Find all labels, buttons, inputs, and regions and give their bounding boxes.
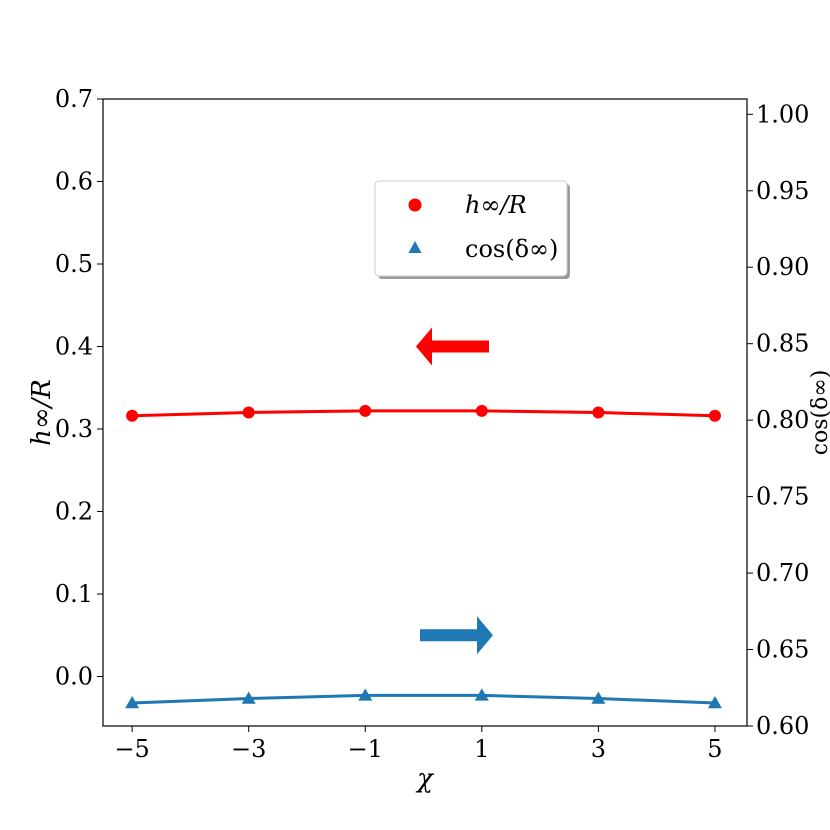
data-point [708, 409, 721, 422]
x-tick-label: −5 [114, 735, 149, 763]
data-point [474, 688, 489, 701]
legend-marker-circle [408, 198, 422, 212]
x-tick-label: 3 [591, 735, 606, 763]
data-point [126, 409, 139, 422]
left-y-tick-label: 0.5 [55, 250, 93, 278]
left-y-tick-label: 0.1 [55, 580, 93, 608]
right-y-axis-label: cos(δ∞) [808, 370, 830, 456]
right-y-tick-label: 0.90 [756, 253, 809, 281]
left-y-tick-label: 0.4 [55, 333, 93, 361]
left-arrow-annotation [416, 327, 489, 366]
legend-marker-triangle [408, 241, 422, 253]
data-point [241, 691, 256, 704]
right-y-tick-label: 0.95 [756, 177, 809, 205]
right-y-tick-label: 0.65 [756, 636, 809, 664]
x-tick-label: 1 [474, 735, 489, 763]
data-point [359, 404, 372, 417]
series-line [132, 409, 715, 418]
x-tick-label: −1 [348, 735, 383, 763]
legend-label-cos: cos(δ∞) [465, 235, 558, 263]
right-y-tick-label: 0.80 [756, 406, 809, 434]
left-y-axis-label: h∞/R [27, 379, 57, 446]
plot-frame [102, 98, 748, 727]
series-line [132, 693, 716, 705]
left-y-tick-label: 0.0 [55, 663, 93, 691]
right-y-tick-label: 0.60 [756, 712, 809, 740]
legend: h∞/R cos(δ∞) [374, 180, 570, 279]
left-y-tick-label: 0.2 [55, 498, 93, 526]
x-axis-label: χ [415, 764, 435, 794]
left-y-tick-label: 0.6 [55, 168, 93, 196]
data-point [707, 696, 722, 709]
x-tick-label: 5 [707, 735, 722, 763]
right-arrow-annotation [420, 616, 493, 655]
legend-label-h: h∞/R [465, 191, 527, 219]
data-point [242, 406, 255, 419]
right-y-tick-label: 1.00 [756, 100, 809, 128]
data-point [592, 406, 605, 419]
data-point [125, 696, 140, 709]
right-y-tick-label: 0.75 [756, 483, 809, 511]
chart-marks: −5 −3 −1 1 3 5 0.0 0.1 0.2 0.3 0.4 0.5 0.6 0.7 0.60 0.6… [27, 85, 830, 794]
x-tick-label: −3 [231, 735, 266, 763]
left-y-tick-label: 0.7 [55, 85, 93, 113]
data-point [591, 691, 606, 704]
right-y-tick-label: 0.85 [756, 330, 809, 358]
right-y-tick-label: 0.70 [756, 559, 809, 587]
data-point [358, 688, 373, 701]
legend-frame [374, 180, 568, 277]
left-y-tick-label: 0.3 [55, 415, 93, 443]
data-point [475, 404, 488, 417]
